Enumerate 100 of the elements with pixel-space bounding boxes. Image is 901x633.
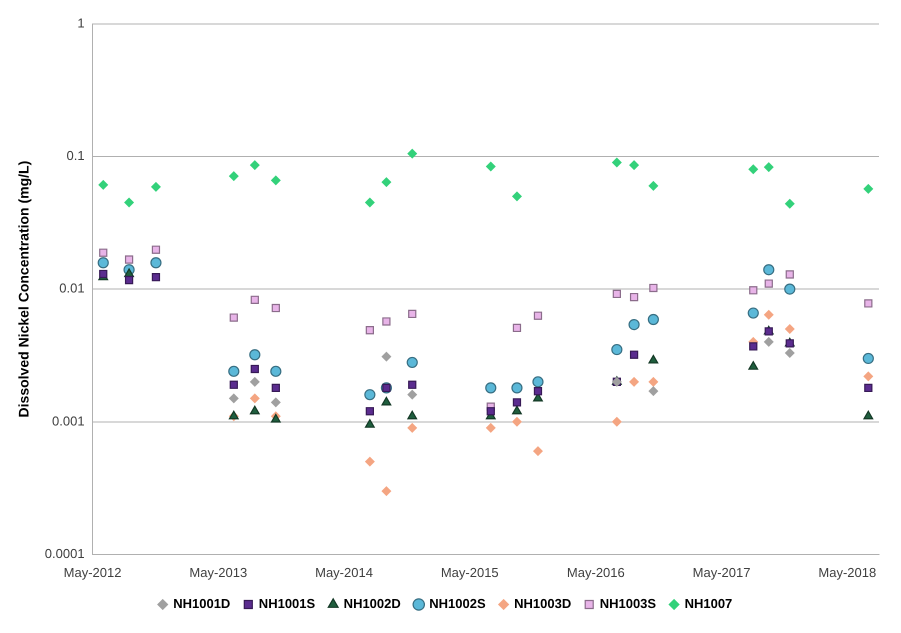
point xyxy=(150,257,162,268)
point xyxy=(228,171,239,182)
point xyxy=(250,296,259,304)
point xyxy=(612,416,622,427)
point xyxy=(381,352,392,362)
point xyxy=(408,310,416,318)
point xyxy=(512,191,522,202)
point xyxy=(486,422,496,433)
y-tick-label: 0.001 xyxy=(52,413,85,428)
y-tick-label: 0.1 xyxy=(66,148,85,164)
point xyxy=(864,384,872,392)
point xyxy=(512,324,522,332)
point xyxy=(784,198,795,209)
point xyxy=(863,371,874,382)
point xyxy=(864,299,872,308)
point xyxy=(272,304,280,312)
point xyxy=(99,248,108,257)
point xyxy=(270,397,281,408)
legend-label: NH1002D xyxy=(344,596,401,612)
point xyxy=(249,349,260,360)
point xyxy=(648,314,659,326)
point xyxy=(152,246,160,254)
point xyxy=(152,273,160,282)
point xyxy=(863,184,874,194)
point xyxy=(272,384,280,392)
point xyxy=(748,164,758,174)
y-tick-label: 0.0001 xyxy=(44,546,85,561)
point xyxy=(364,197,375,208)
point xyxy=(764,310,774,320)
point xyxy=(364,389,376,400)
point xyxy=(124,276,134,284)
point xyxy=(250,376,260,387)
point xyxy=(364,456,375,467)
point xyxy=(98,257,109,268)
x-tick-label: May-2017 xyxy=(692,564,750,580)
point xyxy=(270,414,281,423)
legend-label: NH1003S xyxy=(600,596,656,612)
point xyxy=(863,410,874,420)
point xyxy=(629,376,640,387)
point xyxy=(764,279,773,288)
point xyxy=(408,380,416,389)
x-tick-label: May-2015 xyxy=(440,564,499,580)
point xyxy=(534,387,542,396)
point xyxy=(270,366,282,377)
point xyxy=(532,446,543,456)
x-tick-label: May-2012 xyxy=(64,564,122,580)
point xyxy=(749,286,758,294)
point xyxy=(532,376,544,388)
point xyxy=(407,422,418,433)
point xyxy=(784,284,796,295)
point xyxy=(648,180,658,191)
point xyxy=(648,386,658,396)
point xyxy=(381,177,392,188)
point xyxy=(512,406,522,414)
point xyxy=(230,313,238,322)
legend-label: NH1003D xyxy=(514,596,572,612)
point xyxy=(407,410,418,420)
point xyxy=(230,380,238,389)
legend-label: NH1002S xyxy=(429,596,486,612)
point xyxy=(784,324,795,334)
point xyxy=(534,312,542,320)
point xyxy=(382,317,391,326)
point xyxy=(764,336,774,347)
y-tick-label: 0.01 xyxy=(59,280,85,296)
point xyxy=(649,284,658,292)
point xyxy=(381,396,392,406)
point xyxy=(612,158,622,168)
point xyxy=(228,393,239,404)
point xyxy=(648,354,658,364)
point xyxy=(486,407,495,416)
point xyxy=(511,382,523,394)
point xyxy=(512,416,522,427)
point xyxy=(612,290,621,298)
legend-label: NH1007 xyxy=(684,596,732,612)
x-tick-label: May-2016 xyxy=(566,564,625,580)
x-tick-label: May-2014 xyxy=(315,564,373,580)
point xyxy=(784,348,795,358)
point xyxy=(748,307,759,319)
legend-label: NH1001S xyxy=(258,596,316,612)
point xyxy=(406,356,418,368)
point xyxy=(366,326,374,334)
point xyxy=(250,160,260,170)
point xyxy=(486,161,496,172)
x-tick-label: May-2013 xyxy=(189,564,248,580)
point xyxy=(364,419,375,428)
point xyxy=(250,393,260,404)
point xyxy=(250,364,259,374)
point xyxy=(250,406,260,414)
point xyxy=(749,342,758,351)
point xyxy=(366,407,374,416)
point xyxy=(124,255,134,264)
point xyxy=(764,162,774,172)
point xyxy=(228,366,240,377)
point xyxy=(628,319,640,330)
legend-label: NH1001D xyxy=(173,596,230,612)
point xyxy=(381,486,392,496)
point xyxy=(98,180,108,190)
point xyxy=(407,390,418,400)
point xyxy=(630,350,638,359)
y-axis-title: Dissolved Nickel Concentration (mg/L) xyxy=(15,160,32,418)
